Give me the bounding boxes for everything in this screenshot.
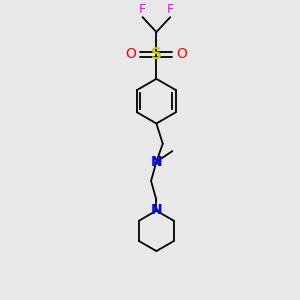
Text: F: F [167, 3, 174, 16]
Text: N: N [151, 155, 162, 169]
Text: S: S [151, 47, 162, 62]
Text: N: N [151, 203, 162, 217]
Text: F: F [139, 3, 146, 16]
Text: O: O [125, 47, 136, 61]
Text: O: O [177, 47, 188, 61]
